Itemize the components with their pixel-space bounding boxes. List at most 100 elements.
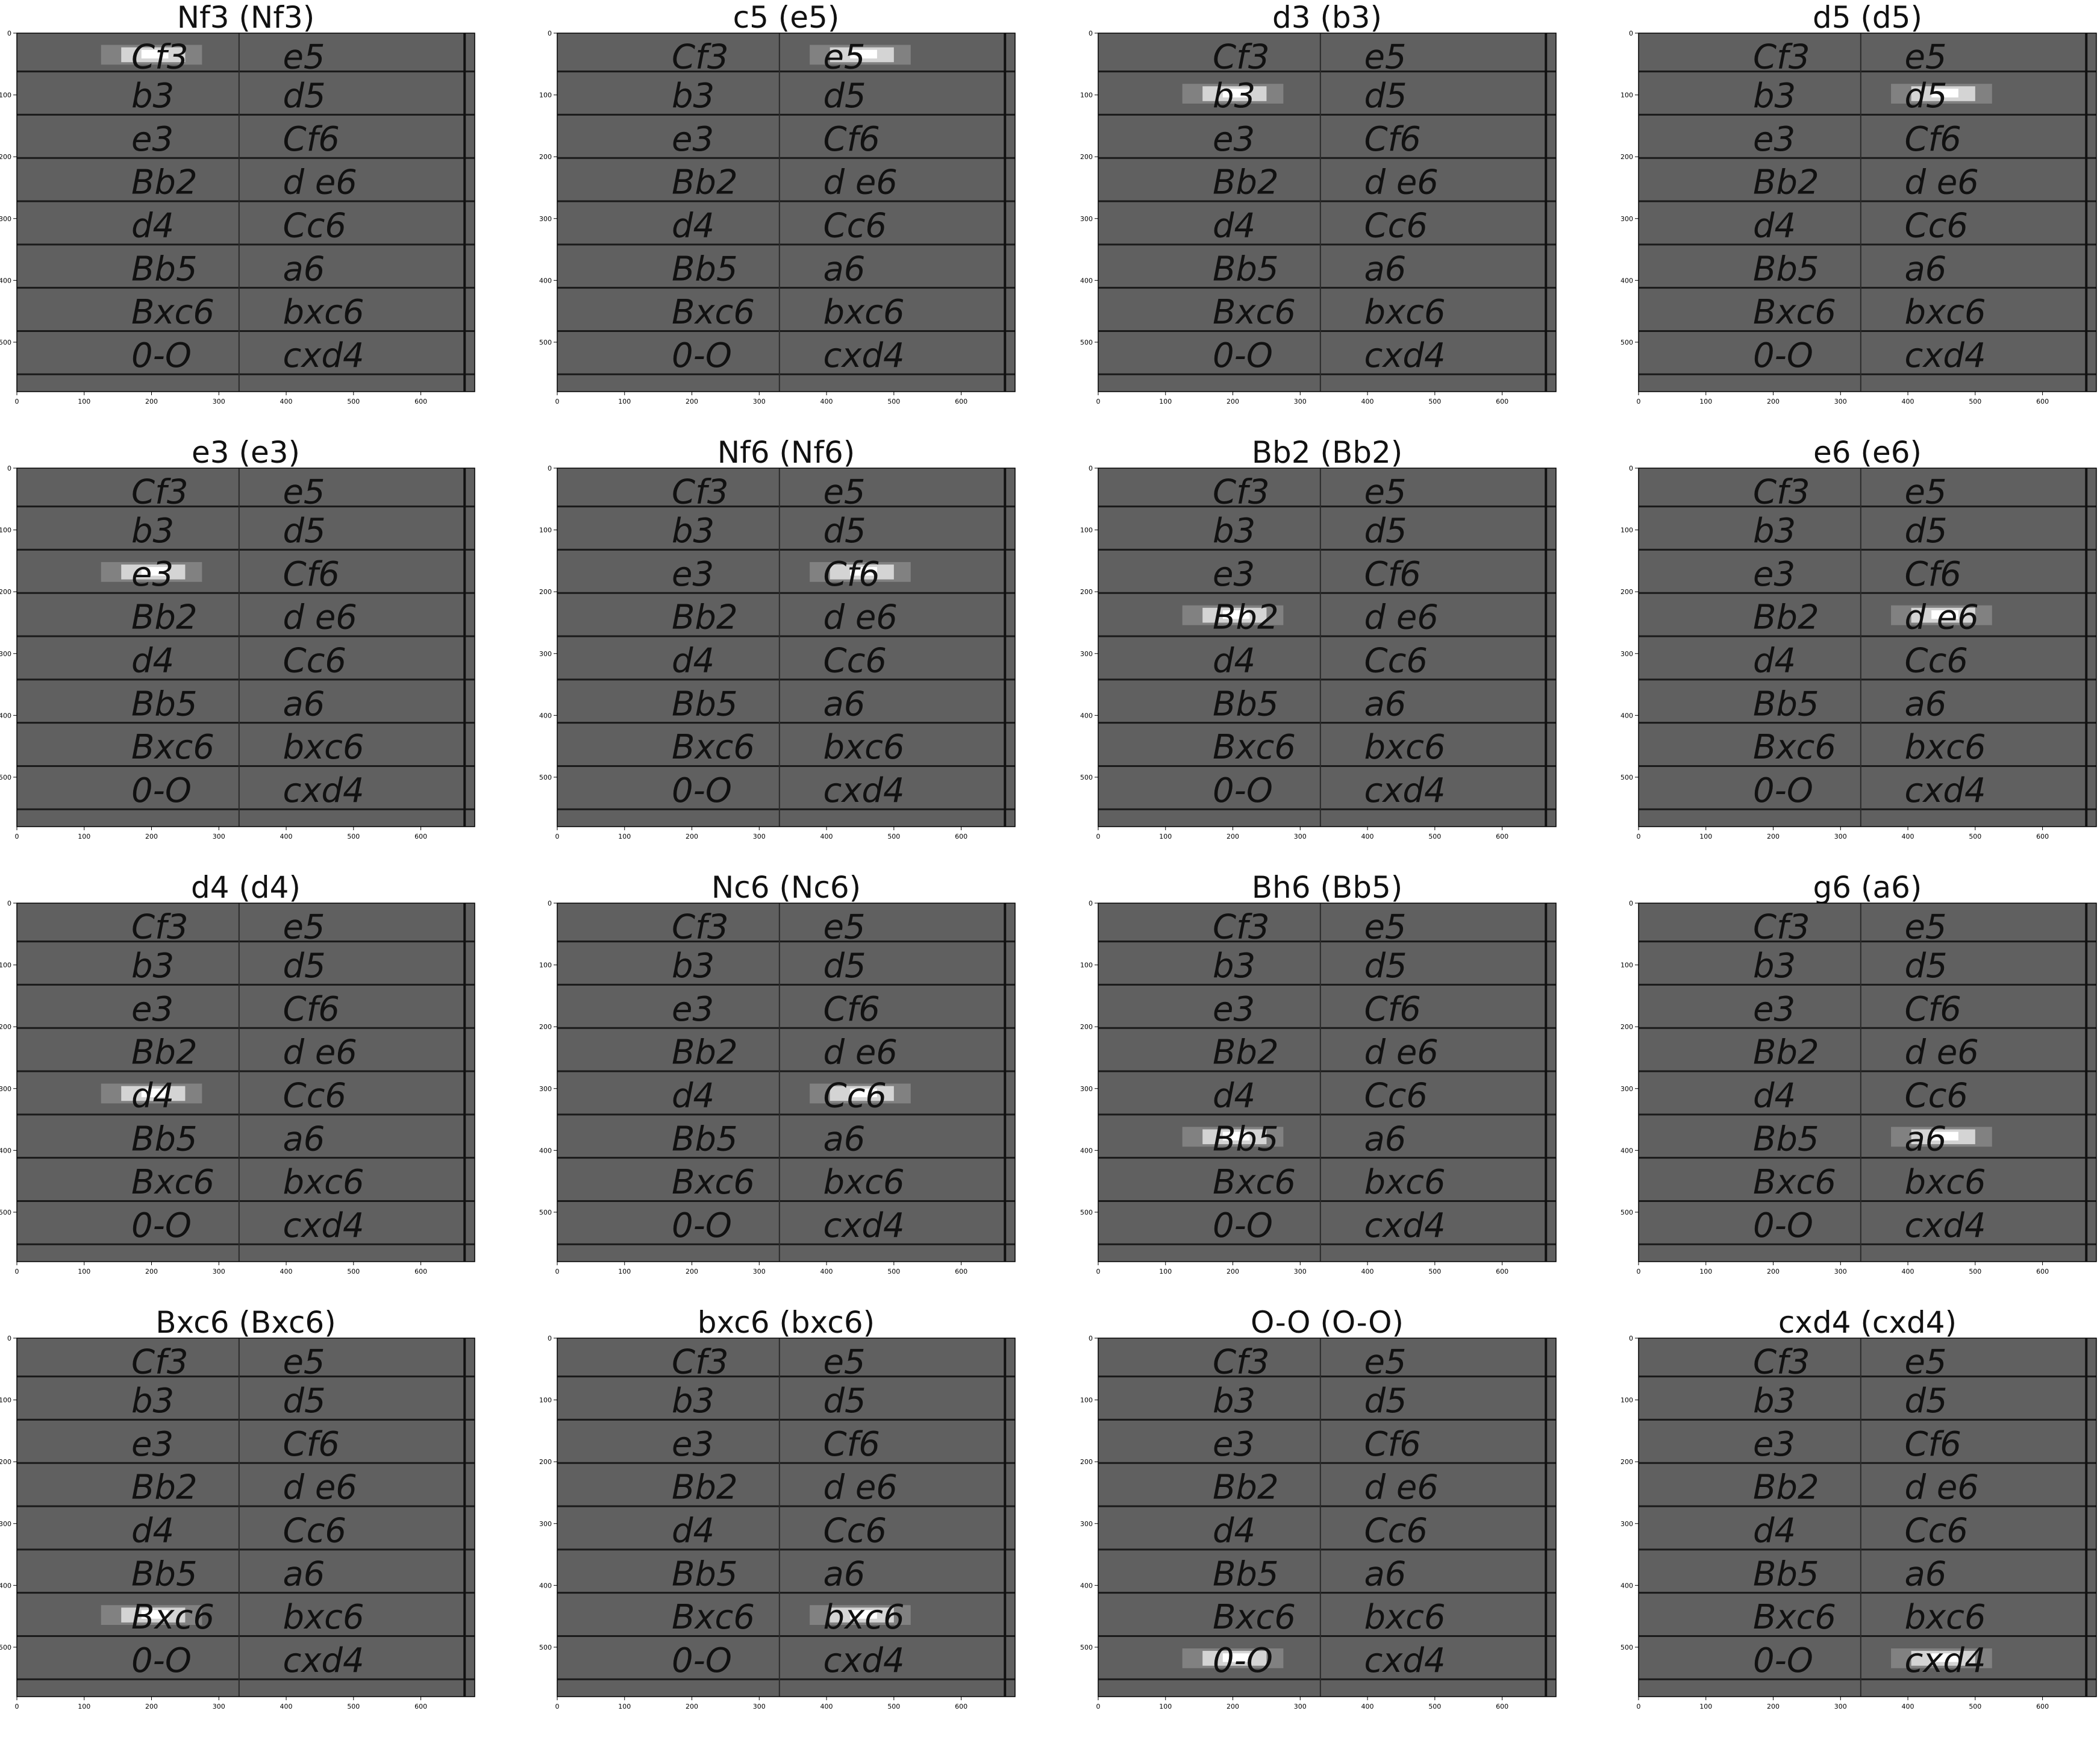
handwritten-move: a6 (283, 1119, 325, 1159)
y-tick-label: 0 (1089, 30, 1093, 37)
handwritten-move: d4 (1213, 207, 1255, 246)
handwritten-move: d5 (283, 512, 325, 551)
y-tick-label: 300 (0, 1520, 11, 1528)
handwritten-move: Bb5 (672, 1554, 738, 1594)
y-tick-label: 500 (1620, 1644, 1633, 1651)
handwritten-move: d5 (1904, 77, 1947, 116)
handwritten-move: Bb5 (131, 1119, 198, 1159)
handwritten-move: bxc6 (1904, 1598, 1986, 1637)
x-tick-label: 100 (1159, 833, 1172, 840)
x-tick-label: 400 (280, 1703, 293, 1710)
handwritten-move: bxc6 (283, 293, 364, 332)
x-tick-label: 100 (1159, 1703, 1172, 1710)
handwritten-move: Bxc6 (1753, 1163, 1836, 1202)
handwritten-move: cxd4 (1364, 1641, 1445, 1680)
x-tick-label: 200 (145, 1703, 158, 1710)
image-background (1098, 903, 1556, 1262)
handwritten-move: e3 (1213, 555, 1255, 594)
handwritten-move: d e6 (283, 163, 357, 202)
y-tick-label: 300 (0, 650, 11, 658)
image-background (17, 1338, 475, 1697)
handwritten-move: b3 (131, 77, 174, 116)
handwritten-move: Bxc6 (1753, 728, 1836, 767)
handwritten-move: b3 (672, 947, 714, 986)
attention-panel: cxd4 (cxd4) Cf3 b3 e3 Bb2 d4 Bb5 Bxc6 0-O e5 d5 Cf6… (1620, 1305, 2097, 1710)
handwritten-move: Bxc6 (131, 1598, 214, 1637)
y-tick-label: 100 (539, 527, 552, 534)
x-tick-label: 100 (78, 398, 90, 405)
x-tick-label: 600 (414, 1703, 427, 1710)
handwritten-move: Bxc6 (131, 293, 214, 332)
handwritten-move: b3 (672, 1382, 714, 1421)
y-tick-label: 100 (0, 527, 11, 534)
x-tick-label: 300 (1834, 1268, 1847, 1275)
handwritten-move: Bb2 (1213, 1033, 1279, 1072)
y-tick-label: 0 (1629, 1335, 1633, 1342)
axes-frame (1098, 33, 1557, 392)
handwritten-move: 0-O (1753, 771, 1813, 810)
x-tick-label: 300 (1294, 398, 1307, 405)
handwritten-move: d4 (1213, 1512, 1255, 1551)
handwritten-move: d5 (823, 512, 866, 551)
x-tick-label: 600 (2036, 833, 2049, 840)
handwritten-move: 0-O (672, 771, 732, 810)
y-tick-label: 200 (1080, 1023, 1093, 1031)
x-tick-label: 500 (347, 1268, 360, 1275)
x-tick-label: 500 (347, 833, 360, 840)
x-tick-label: 200 (686, 1268, 698, 1275)
x-tick-label: 600 (414, 1268, 427, 1275)
y-tick-label: 100 (1080, 527, 1093, 534)
handwritten-move: Bxc6 (1753, 1598, 1836, 1637)
image-background (1098, 1338, 1556, 1697)
x-tick-label: 100 (78, 1703, 90, 1710)
handwritten-move: e5 (1364, 37, 1406, 77)
y-tick-label: 500 (539, 774, 552, 781)
y-tick-label: 400 (0, 1147, 11, 1154)
handwritten-move: bxc6 (1364, 293, 1445, 332)
attention-highlight (810, 1083, 911, 1104)
x-tick-label: 500 (1428, 833, 1441, 840)
handwritten-move: 0-O (131, 1641, 192, 1680)
attention-panel: Nc6 (Nc6) Cf3 b3 e3 Bb2 d4 Bb5 Bxc6 0-O e5 d5 Cf6 d … (539, 870, 1016, 1275)
x-tick-label: 100 (618, 1703, 631, 1710)
handwritten-move: d5 (1364, 77, 1407, 116)
attention-panel: O-O (O-O) Cf3 b3 e3 Bb2 d4 Bb5 Bxc6 0-O e5 d5 Cf6 d … (1080, 1305, 1557, 1710)
handwritten-move: bxc6 (283, 728, 364, 767)
handwritten-move: b3 (1213, 1382, 1255, 1421)
attention-highlight (101, 45, 202, 65)
y-tick-label: 500 (0, 1209, 11, 1216)
x-tick-label: 0 (555, 1703, 560, 1710)
handwritten-move: Cc6 (283, 1512, 346, 1551)
handwritten-move: e5 (1364, 1342, 1406, 1382)
attention-highlight (1891, 84, 1992, 104)
x-tick-label: 0 (1637, 833, 1641, 840)
handwritten-move: Cf6 (823, 555, 880, 594)
y-tick-label: 400 (0, 1582, 11, 1589)
attention-highlight (1182, 605, 1284, 625)
handwritten-move: Bxc6 (1213, 293, 1296, 332)
handwritten-move: Cc6 (1364, 207, 1428, 246)
y-tick-label: 300 (1620, 650, 1633, 658)
y-tick-label: 500 (1080, 774, 1093, 781)
image-background (1639, 468, 2096, 827)
handwritten-move: d5 (283, 947, 325, 986)
y-tick-label: 100 (539, 1397, 552, 1404)
handwritten-move: 0-O (1213, 336, 1273, 375)
handwritten-move: Bb5 (1753, 1554, 1819, 1594)
handwritten-move: cxd4 (1364, 1206, 1445, 1245)
axes-frame (16, 468, 475, 827)
handwritten-move: a6 (823, 1119, 865, 1159)
handwritten-move: d e6 (1364, 163, 1438, 202)
handwritten-move: 0-O (131, 336, 192, 375)
x-tick-label: 0 (1096, 398, 1101, 405)
axes-frame (557, 903, 1016, 1262)
handwritten-move: bxc6 (1904, 293, 1986, 332)
y-tick-label: 400 (539, 712, 552, 719)
panel-title: c5 (e5) (733, 0, 840, 35)
handwritten-move: Cc6 (1904, 207, 1968, 246)
attention-highlight (1182, 1127, 1284, 1147)
x-tick-label: 600 (2036, 1703, 2049, 1710)
